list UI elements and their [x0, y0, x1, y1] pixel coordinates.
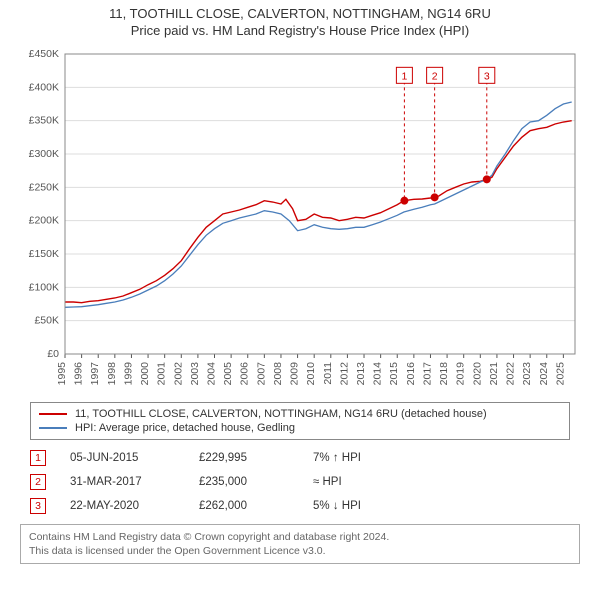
sale-dot-1 [400, 197, 408, 205]
sale-row-badge: 3 [30, 498, 46, 514]
svg-text:2018: 2018 [438, 362, 450, 386]
svg-text:1: 1 [401, 70, 407, 82]
svg-text:1997: 1997 [89, 362, 101, 386]
sale-row-price: £262,000 [199, 500, 289, 512]
svg-text:1998: 1998 [106, 362, 118, 386]
sales-table: 1 05-JUN-2015 £229,995 7% ↑ HPI 2 31-MAR-2017… [30, 446, 570, 518]
svg-text:2004: 2004 [206, 362, 218, 386]
svg-text:2015: 2015 [388, 362, 400, 386]
svg-text:2019: 2019 [455, 362, 467, 386]
sale-dot-2 [431, 193, 439, 201]
legend-swatch [39, 413, 67, 415]
sale-row-badge: 1 [30, 450, 46, 466]
svg-text:£300K: £300K [29, 148, 59, 160]
sale-row-diff: ≈ HPI [313, 476, 423, 488]
svg-text:2020: 2020 [471, 362, 483, 386]
sale-row: 2 31-MAR-2017 £235,000 ≈ HPI [30, 470, 570, 494]
svg-text:£400K: £400K [29, 81, 59, 93]
svg-text:2010: 2010 [305, 362, 317, 386]
svg-text:2024: 2024 [538, 362, 550, 386]
svg-text:2003: 2003 [189, 362, 201, 386]
sale-row: 1 05-JUN-2015 £229,995 7% ↑ HPI [30, 446, 570, 470]
svg-text:£50K: £50K [34, 315, 59, 327]
sale-row-diff: 5% ↓ HPI [313, 500, 423, 512]
svg-text:£200K: £200K [29, 215, 59, 227]
footer-line2: This data is licensed under the Open Gov… [29, 544, 571, 558]
svg-text:2013: 2013 [355, 362, 367, 386]
svg-text:2022: 2022 [505, 362, 517, 386]
legend: 11, TOOTHILL CLOSE, CALVERTON, NOTTINGHA… [30, 402, 570, 440]
svg-text:2006: 2006 [239, 362, 251, 386]
price-chart: £0 £50K £100K £150K £200K £250K £300K £350K £400… [15, 44, 585, 394]
svg-text:2017: 2017 [421, 362, 433, 386]
svg-text:2023: 2023 [521, 362, 533, 386]
sale-row-price: £229,995 [199, 452, 289, 464]
svg-text:2009: 2009 [289, 362, 301, 386]
sale-row-price: £235,000 [199, 476, 289, 488]
svg-text:2001: 2001 [156, 362, 168, 386]
footer-line1: Contains HM Land Registry data © Crown c… [29, 530, 571, 544]
svg-text:3: 3 [484, 70, 490, 82]
svg-text:2016: 2016 [405, 362, 417, 386]
svg-text:2000: 2000 [139, 362, 151, 386]
legend-item: 11, TOOTHILL CLOSE, CALVERTON, NOTTINGHA… [39, 407, 561, 421]
svg-text:2014: 2014 [372, 362, 384, 386]
svg-text:2005: 2005 [222, 362, 234, 386]
sale-row-diff: 7% ↑ HPI [313, 452, 423, 464]
svg-text:2007: 2007 [255, 362, 267, 386]
sale-dot-3 [483, 175, 491, 183]
sale-row-date: 05-JUN-2015 [70, 452, 175, 464]
sale-row-date: 22-MAY-2020 [70, 500, 175, 512]
chart-svg: £0 £50K £100K £150K £200K £250K £300K £350K £400… [15, 44, 585, 394]
svg-text:2008: 2008 [272, 362, 284, 386]
svg-text:2025: 2025 [554, 362, 566, 386]
legend-label: 11, TOOTHILL CLOSE, CALVERTON, NOTTINGHA… [75, 408, 487, 420]
svg-text:£250K: £250K [29, 181, 59, 193]
legend-item: HPI: Average price, detached house, Gedl… [39, 421, 561, 435]
title-subtitle: Price paid vs. HM Land Registry's House … [0, 23, 600, 38]
sale-row: 3 22-MAY-2020 £262,000 5% ↓ HPI [30, 494, 570, 518]
svg-text:£100K: £100K [29, 281, 59, 293]
svg-text:2012: 2012 [338, 362, 350, 386]
svg-text:1999: 1999 [122, 362, 134, 386]
svg-text:1996: 1996 [73, 362, 85, 386]
svg-text:£150K: £150K [29, 248, 59, 260]
svg-text:2002: 2002 [172, 362, 184, 386]
sale-row-badge: 2 [30, 474, 46, 490]
svg-text:2021: 2021 [488, 362, 500, 386]
legend-swatch [39, 427, 67, 429]
svg-text:2: 2 [432, 70, 438, 82]
svg-text:£450K: £450K [29, 48, 59, 60]
svg-text:1995: 1995 [56, 362, 68, 386]
svg-text:£350K: £350K [29, 115, 59, 127]
sale-row-date: 31-MAR-2017 [70, 476, 175, 488]
legend-label: HPI: Average price, detached house, Gedl… [75, 422, 295, 434]
footer-attribution: Contains HM Land Registry data © Crown c… [20, 524, 580, 564]
svg-text:2011: 2011 [322, 362, 334, 385]
title-address: 11, TOOTHILL CLOSE, CALVERTON, NOTTINGHA… [0, 6, 600, 21]
svg-text:£0: £0 [47, 348, 59, 360]
